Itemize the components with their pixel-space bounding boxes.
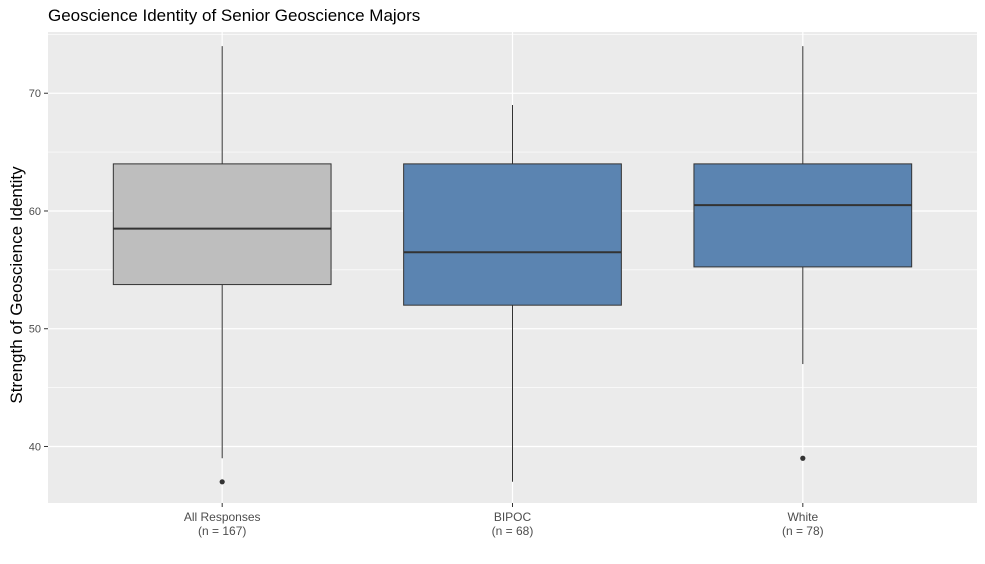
y-tick-label: 60 <box>29 206 41 218</box>
y-tick-label: 50 <box>29 324 41 336</box>
x-tick-label: White <box>787 510 818 524</box>
box-iqr <box>403 163 622 306</box>
y-tick-label: 70 <box>29 88 41 100</box>
box-iqr <box>693 163 913 268</box>
x-tick-label: BIPOC <box>494 510 532 524</box>
chart-title: Geoscience Identity of Senior Geoscience… <box>48 6 421 25</box>
box-iqr <box>112 163 332 286</box>
x-tick-sublabel: (n = 68) <box>492 524 534 538</box>
x-tick-label: All Responses <box>184 510 261 524</box>
x-tick-sublabel: (n = 167) <box>198 524 246 538</box>
y-tick-label: 40 <box>29 441 41 453</box>
x-tick-sublabel: (n = 78) <box>782 524 824 538</box>
outlier-point <box>800 455 806 461</box>
outlier-point <box>219 479 225 485</box>
